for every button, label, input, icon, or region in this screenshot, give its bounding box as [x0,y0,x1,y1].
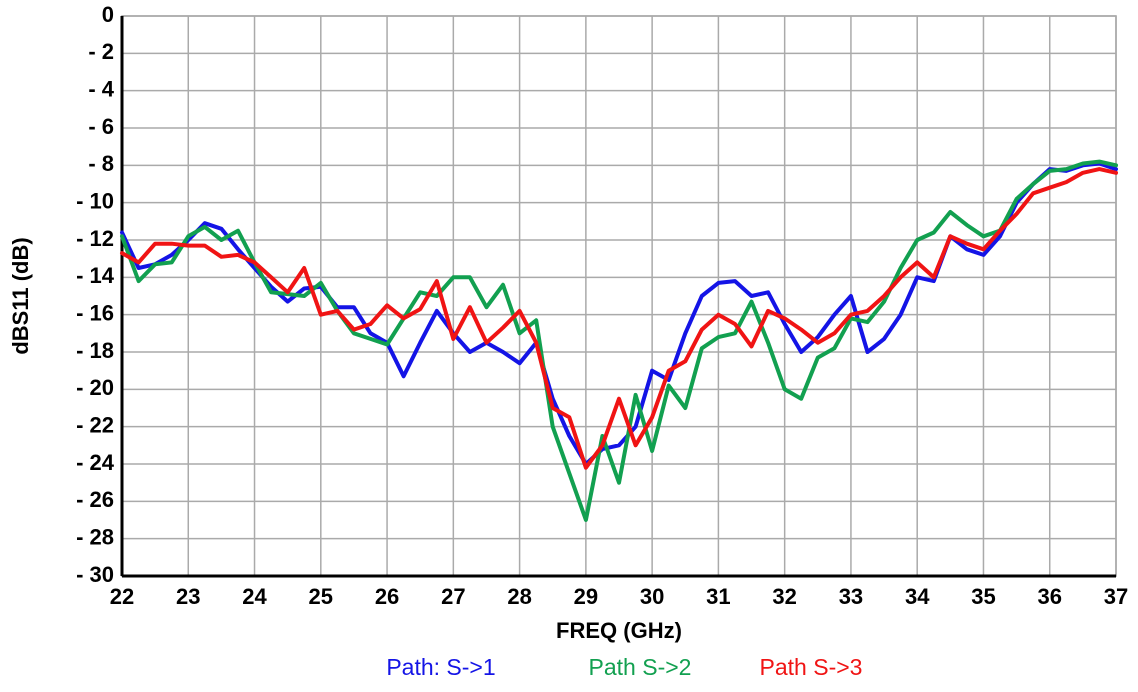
x-tick-label: 35 [971,584,995,609]
y-axis-label: dBS11 (dB) [8,237,33,354]
legend-entry: Path S->3 [760,654,863,680]
x-tick-label: 32 [772,584,796,609]
y-tick-label: - 26 [76,487,114,512]
x-tick-label: 23 [176,584,200,609]
y-tick-label: 0 [102,2,114,27]
legend-entry: Path: S->1 [386,654,495,680]
y-tick-label: - 28 [76,524,114,549]
y-tick-label: - 12 [76,226,114,251]
y-tick-label: - 10 [76,188,114,213]
y-tick-label: - 6 [88,114,114,139]
data-line [120,167,1118,470]
y-tick-label: - 22 [76,412,114,437]
x-tick-label: 22 [110,584,134,609]
x-axis-label: FREQ (GHz) [556,618,682,643]
y-tick-label: - 16 [76,300,114,325]
y-tick-label: - 18 [76,338,114,363]
plot-area [121,15,1117,577]
x-tick-label: 37 [1104,584,1128,609]
x-tick-label: 28 [507,584,531,609]
y-tick-label: - 8 [88,151,114,176]
x-tick-label: 34 [905,584,930,609]
x-tick-label: 36 [1037,584,1061,609]
x-tick-label: 27 [441,584,465,609]
y-tick-label: - 24 [76,450,115,475]
x-tick-label: 26 [375,584,399,609]
x-tick-label: 30 [640,584,664,609]
x-tick-label: 33 [839,584,863,609]
y-tick-label: - 2 [88,39,114,64]
y-tick-label: - 14 [76,263,115,288]
x-tick-label: 31 [706,584,730,609]
x-tick-label: 24 [242,584,267,609]
x-tick-label: 29 [574,584,598,609]
legend-entry: Path S->2 [589,654,692,680]
y-tick-label: - 20 [76,375,114,400]
y-tick-label: - 4 [88,76,114,101]
x-tick-label: 25 [309,584,333,609]
y-tick-label: - 30 [76,562,114,587]
